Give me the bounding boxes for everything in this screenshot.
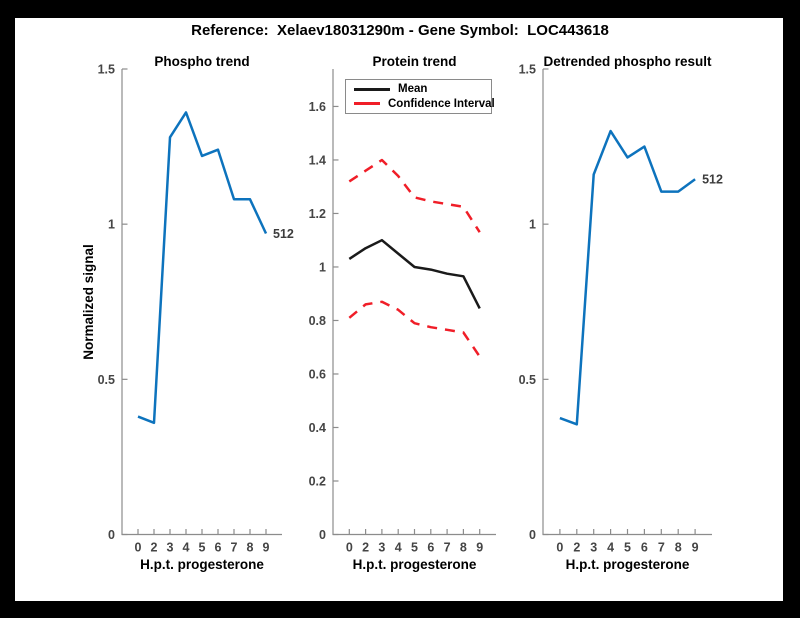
x-axis-label-plot3: H.p.t. progesterone <box>565 556 690 572</box>
x-tick-label: 0 <box>346 541 353 555</box>
subplot-title-detrended-phospho: Detrended phospho result <box>543 53 712 69</box>
y-tick-label: 0.6 <box>309 367 326 381</box>
y-tick-label: 0 <box>319 528 326 542</box>
x-tick-label: 3 <box>167 541 174 555</box>
data-line-confidence-interval-lower <box>348 300 481 358</box>
legend-item-mean: Mean <box>354 82 483 96</box>
x-tick-label: 4 <box>607 541 614 555</box>
x-tick-label: 0 <box>135 541 142 555</box>
x-tick-label: 5 <box>199 541 206 555</box>
data-line-confidence-interval-upper <box>348 158 481 233</box>
legend-label-confidence-interval: Confidence Interval <box>388 97 495 110</box>
axis-spines <box>332 69 496 536</box>
subplot-title-phospho-trend: Phospho trend <box>154 53 250 69</box>
y-tick-label: 1.2 <box>309 207 326 221</box>
y-tick-label: 1 <box>108 218 115 232</box>
y-tick-label: 0 <box>529 528 536 542</box>
y-tick-label: 0.8 <box>309 314 326 328</box>
x-tick-label: 7 <box>231 541 238 555</box>
mean-line-swatch-icon <box>354 87 390 91</box>
series-end-label: 512 <box>273 227 294 241</box>
x-tick-label: 7 <box>658 541 665 555</box>
x-tick-label: 9 <box>692 541 699 555</box>
data-line-512 <box>137 111 268 425</box>
y-tick-label: 1.5 <box>98 63 115 77</box>
x-tick-label: 2 <box>362 541 369 555</box>
x-tick-label: 6 <box>427 541 434 555</box>
x-tick-label: 2 <box>151 541 158 555</box>
y-tick-label: 0.4 <box>309 421 326 435</box>
chart-group-1: 0 2 3 4 5 6 7 8 900.20.40.60.811.21.41.6 <box>309 69 496 555</box>
x-tick-label: 9 <box>476 541 483 555</box>
x-tick-label: 3 <box>590 541 597 555</box>
y-tick-label: 0 <box>108 528 115 542</box>
x-tick-label: 4 <box>395 541 402 555</box>
x-tick-label: 2 <box>573 541 580 555</box>
x-tick-label: 3 <box>378 541 385 555</box>
y-tick-label: 1.4 <box>309 153 326 167</box>
x-tick-label: 8 <box>675 541 682 555</box>
y-tick-label: 1.5 <box>519 63 536 77</box>
x-tick-label: 7 <box>444 541 451 555</box>
axis-spines <box>121 69 282 536</box>
series-end-label: 512 <box>702 173 723 187</box>
x-tick-label: 8 <box>247 541 254 555</box>
x-tick-label: 6 <box>215 541 222 555</box>
legend-item-confidence-interval: Confidence Interval <box>354 97 495 111</box>
x-tick-label: 0 <box>556 541 563 555</box>
x-axis-label-plot2: H.p.t. progesterone <box>352 556 477 572</box>
confidence-interval-dashed-swatch-icon <box>354 102 380 106</box>
y-tick-label: 0.5 <box>519 373 536 387</box>
y-tick-label: 1 <box>529 218 536 232</box>
subplot-title-protein-trend: Protein trend <box>372 53 457 69</box>
x-tick-label: 4 <box>183 541 190 555</box>
axis-spines <box>542 69 712 536</box>
data-line-512 <box>559 129 696 426</box>
y-tick-label: 0.2 <box>309 474 326 488</box>
x-tick-label: 9 <box>263 541 270 555</box>
legend-box: Mean Confidence Interval <box>345 79 495 114</box>
x-tick-label: 6 <box>641 541 648 555</box>
y-tick-label: 1 <box>319 260 326 274</box>
x-tick-label: 5 <box>411 541 418 555</box>
figure-title: Reference: Xelaev18031290m - Gene Symbol… <box>191 21 609 39</box>
y-tick-label: 1.6 <box>309 100 326 114</box>
x-tick-label: 5 <box>624 541 631 555</box>
x-tick-label: 8 <box>460 541 467 555</box>
y-tick-label: 0.5 <box>98 373 115 387</box>
x-axis-label-plot1: H.p.t. progesterone <box>140 556 264 572</box>
legend-label-mean: Mean <box>398 83 428 96</box>
data-line-mean <box>348 238 481 309</box>
